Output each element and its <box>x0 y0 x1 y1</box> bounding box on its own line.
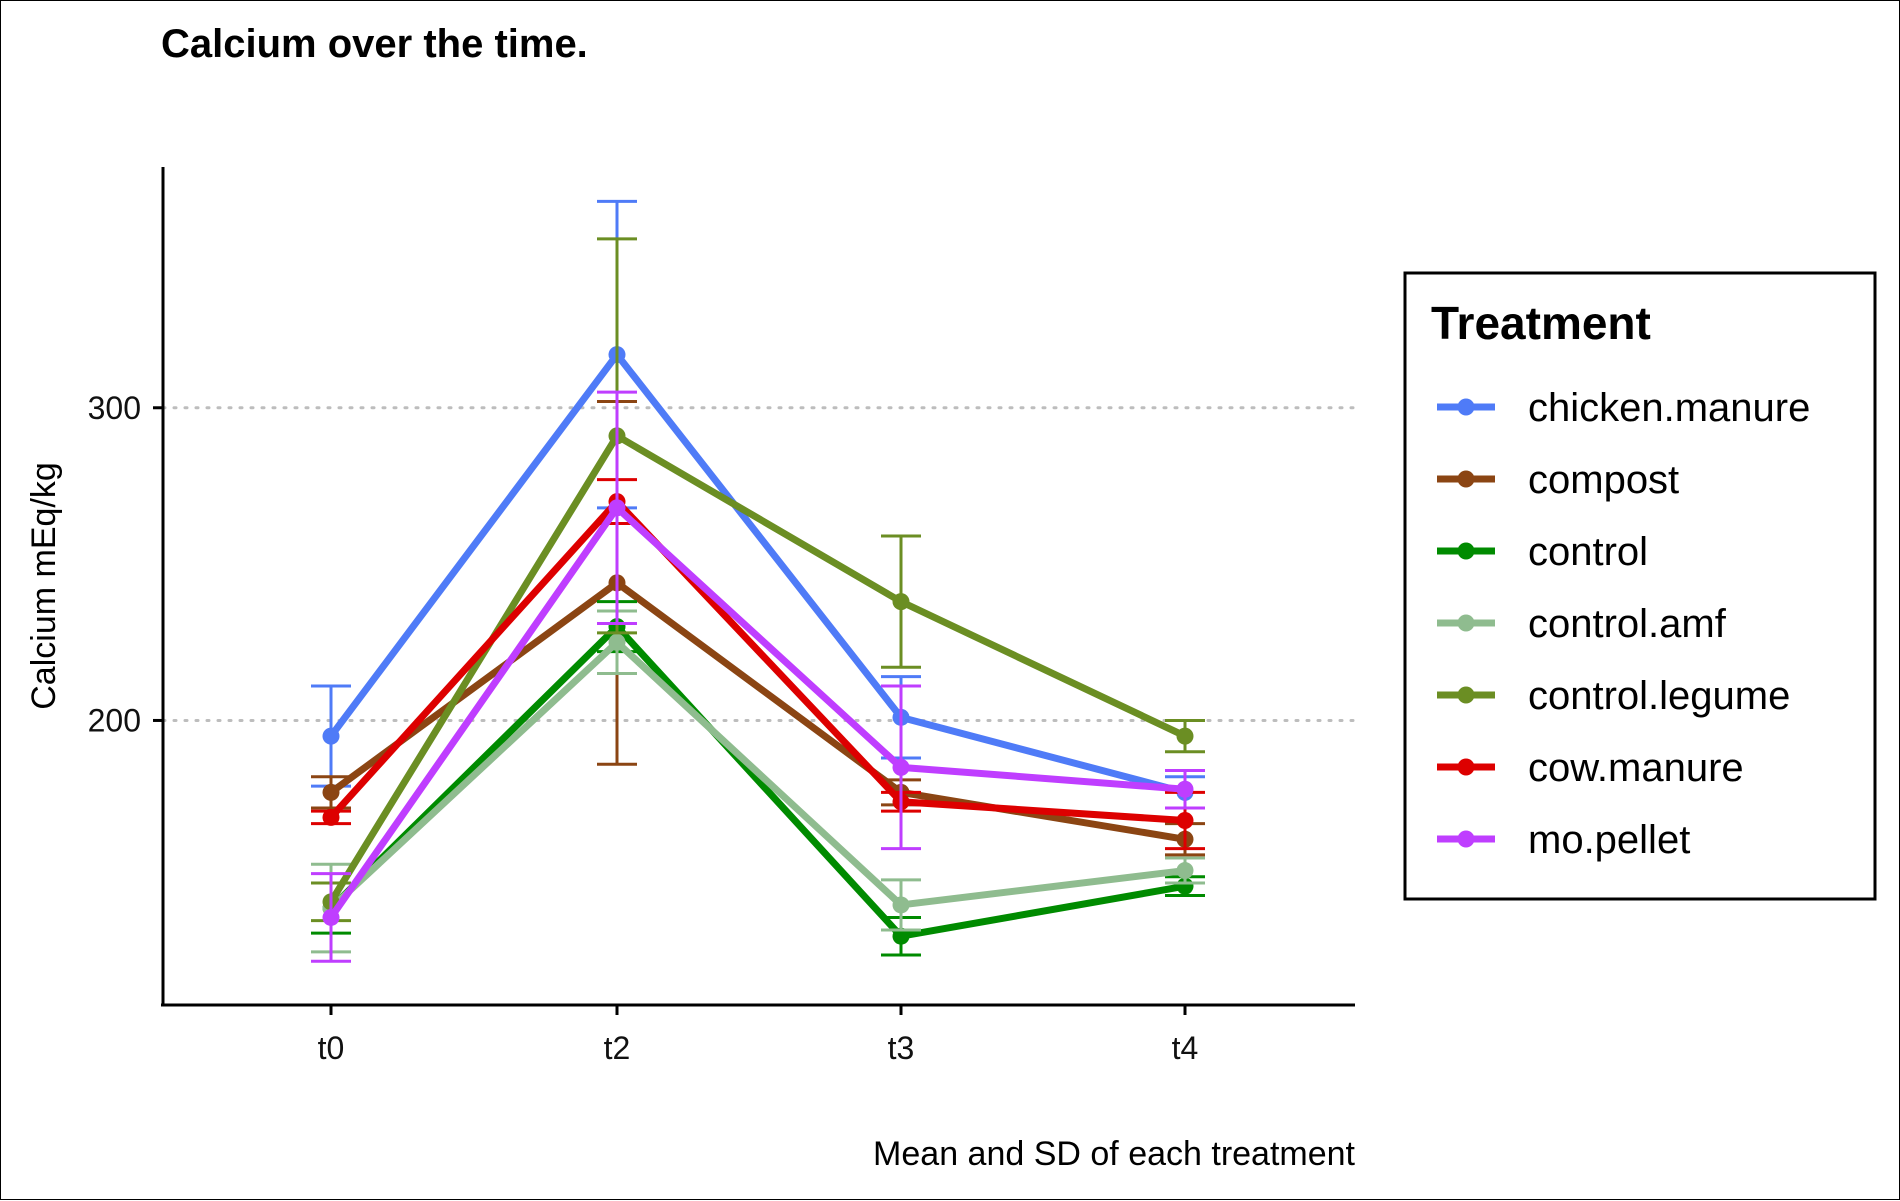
data-point <box>322 908 340 926</box>
data-point <box>892 927 910 945</box>
data-point <box>1176 727 1194 745</box>
legend-swatch-point <box>1457 614 1475 632</box>
x-tick-label: t3 <box>888 1030 915 1066</box>
data-point <box>1176 862 1194 880</box>
gridlines <box>161 406 1357 722</box>
legend-swatch-point <box>1457 686 1475 704</box>
series-line <box>328 504 1186 920</box>
legend-swatch-point <box>1457 758 1475 776</box>
legend-item-control: control <box>1437 530 1648 574</box>
data-point <box>322 808 340 826</box>
data-point <box>892 758 910 776</box>
series-line <box>328 351 1186 796</box>
chart-title: Calcium over the time. <box>161 22 588 66</box>
series-layer <box>311 199 1205 963</box>
data-point <box>1176 780 1194 798</box>
y-axis-title: Calcium mEq/kg <box>25 462 63 710</box>
legend-item-control-legume: control.legume <box>1437 674 1790 718</box>
y-axis-ticks: 200 300 <box>88 390 163 738</box>
legend-item-chicken-manure: chicken.manure <box>1437 386 1810 430</box>
legend-label: cow.manure <box>1528 746 1744 790</box>
legend-swatch-point <box>1457 830 1475 848</box>
x-tick-label: t0 <box>318 1030 345 1066</box>
series-line <box>328 623 1186 940</box>
legend-item-cow-manure: cow.manure <box>1437 746 1744 790</box>
legend-swatch-point <box>1457 398 1475 416</box>
series-compost <box>311 400 1205 857</box>
legend-item-compost: compost <box>1437 458 1679 502</box>
legend-item-mo-pellet: mo.pellet <box>1437 818 1690 862</box>
legend-label: control.legume <box>1528 674 1790 718</box>
series-line <box>328 579 1186 843</box>
series-line <box>328 638 1186 911</box>
data-point <box>608 499 626 517</box>
series-mo-pellet <box>311 390 1205 963</box>
data-point <box>322 783 340 801</box>
data-point <box>322 727 340 745</box>
x-axis-title: Mean and SD of each treatment <box>873 1135 1355 1173</box>
legend-swatch-point <box>1457 470 1475 488</box>
legend-title: Treatment <box>1431 297 1651 349</box>
x-tick-label: t2 <box>604 1030 631 1066</box>
legend-swatch-point <box>1457 542 1475 560</box>
series-line <box>328 432 1187 904</box>
legend-box <box>1403 271 1877 901</box>
legend-items: chicken.manure compost control control.amf c… <box>1437 386 1810 862</box>
legend-item-control-amf: control.amf <box>1437 602 1727 646</box>
y-tick-label: 200 <box>88 702 141 738</box>
legend-label: control.amf <box>1528 602 1727 646</box>
x-axis-ticks: t0 t2 t3 t4 <box>318 1005 1199 1066</box>
legend-label: control <box>1528 530 1648 574</box>
legend-label: chicken.manure <box>1528 386 1810 430</box>
y-tick-label: 300 <box>88 390 141 426</box>
data-point <box>892 896 910 914</box>
x-tick-label: t4 <box>1172 1030 1199 1066</box>
series-line <box>328 498 1186 825</box>
data-point <box>608 633 626 651</box>
legend: Treatment chicken.manure compost control co… <box>1403 271 1877 901</box>
data-point <box>892 593 910 611</box>
legend-label: compost <box>1528 458 1679 502</box>
data-point <box>1176 812 1194 830</box>
legend-label: mo.pellet <box>1528 818 1690 862</box>
